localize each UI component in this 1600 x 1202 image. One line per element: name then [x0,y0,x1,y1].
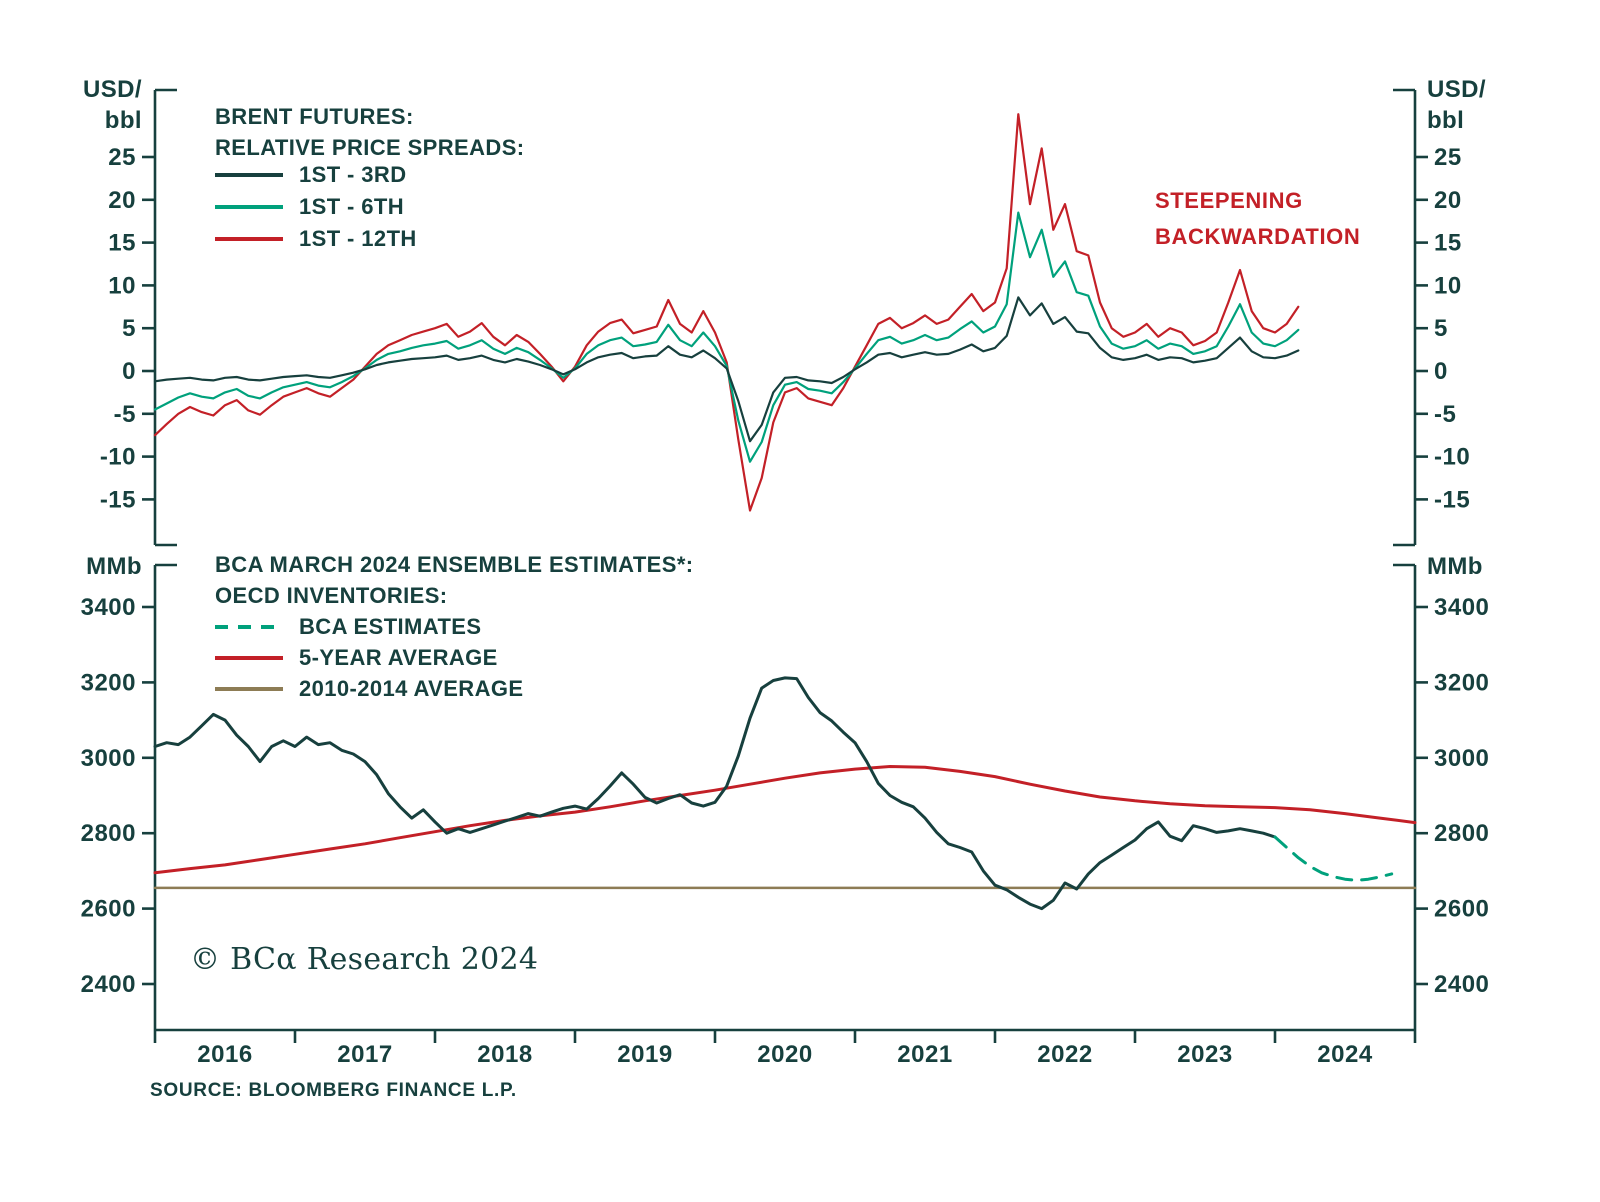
y-tick-label: 25 [1434,144,1462,171]
unit-usd: USD/ [1427,76,1486,103]
top-legend-title-2: RELATIVE PRICE SPREADS: [215,135,525,160]
y-tick-label: 3400 [81,594,136,621]
legend-label-bca-estimates: BCA ESTIMATES [299,614,482,639]
x-year-label: 2016 [197,1041,252,1068]
line-swatch-1st-6th [215,205,283,209]
steepening-annotation-line1: STEEPENING [1155,188,1303,213]
y-tick-label: 3200 [81,669,136,696]
y-tick-label: 2800 [81,820,136,847]
series-1st-12th [153,113,1300,512]
legend-item-2010-2014-average: 2010-2014 AVERAGE [215,676,523,702]
y-tick-label: -10 [1434,444,1470,471]
y-tick-label: -5 [114,401,136,428]
y-tick-label: -15 [100,486,136,513]
legend-item-5yr-average: 5-YEAR AVERAGE [215,645,498,671]
y-tick-label: 5 [122,315,136,342]
line-swatch-5yr-average [215,656,283,660]
bottom-unit-right: MMb [1427,553,1483,580]
bottom-legend-title-1: BCA MARCH 2024 ENSEMBLE ESTIMATES*: [215,552,694,577]
legend-item-1st-6th: 1ST - 6TH [215,194,404,220]
y-tick-label: 0 [1434,358,1448,385]
line-swatch-1st-3rd [215,173,283,177]
unit-bbl: bbl [1427,107,1465,135]
x-year-label: 2018 [477,1041,532,1068]
top-unit-left: USD/ bbl [58,74,142,136]
legend-item-1st-3rd: 1ST - 3RD [215,162,407,188]
y-tick-label: -5 [1434,401,1456,428]
y-tick-label: -10 [100,444,136,471]
top-legend-title-1: BRENT FUTURES: [215,104,414,129]
steepening-annotation-line2: BACKWARDATION [1155,224,1361,249]
bottom-legend-title-2: OECD INVENTORIES: [215,583,448,608]
y-tick-label: 15 [108,230,136,257]
y-tick-label: 3000 [1434,745,1489,772]
y-tick-label: 2600 [1434,896,1489,923]
series-bca-estimates [1273,835,1394,882]
y-tick-label: 2400 [81,971,136,998]
y-tick-label: -15 [1434,486,1470,513]
source-label: SOURCE: BLOOMBERG FINANCE L.P. [150,1080,517,1101]
y-tick-label: 10 [1434,272,1462,299]
y-tick-label: 10 [108,272,136,299]
legend-item-bca-estimates: BCA ESTIMATES [215,614,481,640]
x-year-label: 2023 [1177,1041,1232,1068]
y-tick-label: 3400 [1434,594,1489,621]
series-1st-3rd [153,296,1300,443]
y-tick-label: 3200 [1434,669,1489,696]
top-unit-right: USD/ bbl [1427,74,1486,136]
x-year-label: 2017 [337,1041,392,1068]
x-year-label: 2021 [897,1041,952,1068]
bottom-unit-left: MMb [86,553,142,580]
legend-label-2010-2014-average: 2010-2014 AVERAGE [299,676,524,701]
y-tick-label: 25 [108,144,136,171]
unit-bbl: bbl [104,107,142,135]
series-1st-6th [153,211,1300,463]
y-tick-label: 2800 [1434,820,1489,847]
legend-label-1st-6th: 1ST - 6TH [299,194,405,219]
series-5-year-average [153,765,1417,875]
legend-item-1st-12th: 1ST - 12TH [215,226,417,252]
bca-watermark: © BCα Research 2024 [190,942,539,977]
y-tick-label: 15 [1434,230,1462,257]
y-tick-label: 0 [122,358,136,385]
x-year-label: 2019 [617,1041,672,1068]
x-year-label: 2024 [1317,1041,1373,1068]
y-tick-label: 2400 [1434,971,1489,998]
y-tick-label: 20 [108,187,136,214]
x-year-label: 2022 [1037,1041,1092,1068]
line-swatch-bca-estimates [215,625,283,629]
legend-label-1st-12th: 1ST - 12TH [299,226,417,251]
y-tick-label: 3000 [81,745,136,772]
line-swatch-1st-12th [215,237,283,241]
y-tick-label: 20 [1434,187,1462,214]
x-year-label: 2020 [757,1041,812,1068]
unit-usd: USD/ [83,76,142,103]
legend-label-1st-3rd: 1ST - 3RD [299,162,407,187]
legend-label-5yr-average: 5-YEAR AVERAGE [299,645,498,670]
series-oecd-inventories [153,676,1277,911]
y-tick-label: 2600 [81,896,136,923]
y-tick-label: 5 [1434,315,1448,342]
line-swatch-2010-2014-average [215,687,283,691]
